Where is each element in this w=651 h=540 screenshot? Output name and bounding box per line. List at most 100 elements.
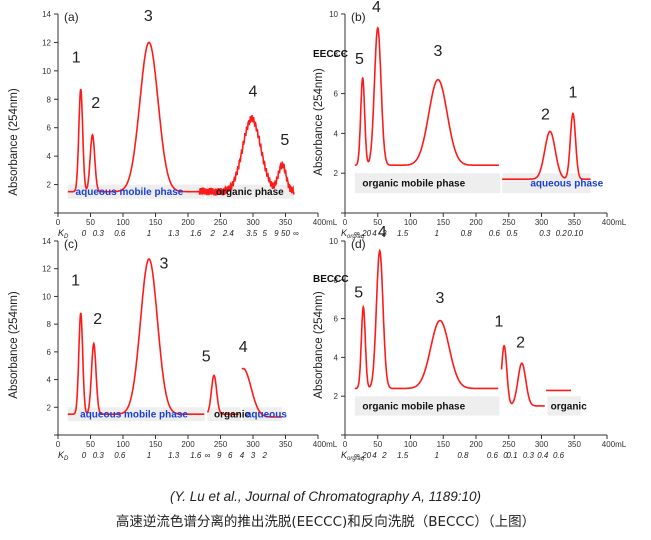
- k-tick-label: 1.5: [397, 451, 409, 460]
- phase-bar: [354, 173, 501, 194]
- x-tick-label: 400mL: [602, 440, 627, 449]
- x-tick-label: 400mL: [602, 218, 627, 227]
- trace-segment: [206, 374, 239, 415]
- k-tick-label: 4: [240, 451, 245, 460]
- x-tick-label: 400mL: [313, 440, 338, 449]
- peak-label: 5: [280, 132, 289, 149]
- k-tick-label: 0.6: [553, 451, 565, 460]
- k-tick-label: 20: [361, 229, 371, 238]
- phase-label: organic: [214, 410, 251, 421]
- peak-point: [213, 374, 215, 377]
- k-tick-label: 0: [82, 451, 87, 460]
- x-tick-label: 150: [437, 218, 451, 227]
- k-tick-label: 0.3: [93, 451, 105, 460]
- x-tick-label: 0: [343, 440, 348, 449]
- peak-point: [503, 345, 505, 347]
- k-tick-label: 0.3: [539, 229, 551, 238]
- peak-label: 2: [516, 335, 525, 352]
- y-tick-label: 14: [42, 10, 51, 19]
- peak-label: 2: [93, 311, 102, 328]
- k-tick-label: ∞: [293, 229, 299, 238]
- x-tick-label: 300: [246, 440, 260, 449]
- peak-label: 4: [372, 0, 381, 16]
- peak-label: 1: [72, 49, 81, 66]
- y-tick-label: 8: [47, 95, 52, 104]
- trace-segment: [500, 344, 545, 407]
- trace-segment: [354, 26, 499, 166]
- trace-segment: [354, 248, 499, 390]
- x-tick-label: 300: [535, 440, 549, 449]
- k-tick-label: 3: [251, 451, 256, 460]
- k-tick-label: 2: [209, 229, 215, 238]
- x-tick-label: 250: [502, 218, 516, 227]
- y-tick-label: 2: [47, 403, 52, 412]
- y-tick-label: 4: [47, 376, 52, 385]
- y-tick-label: 8: [334, 50, 339, 59]
- x-tick-label: 100: [116, 218, 130, 227]
- peak-label: 3: [144, 8, 153, 25]
- x-tick-label: 0: [56, 218, 61, 227]
- y-tick-label: 10: [42, 292, 51, 301]
- k-tick-label: 5: [262, 229, 267, 238]
- citation-caption: (Y. Lu et al., Journal of Chromatography…: [170, 489, 481, 504]
- trace-segment: [67, 258, 205, 415]
- k-tick-label: 4: [372, 229, 377, 238]
- k-tick-label: 0.5: [506, 229, 518, 238]
- phase-label: aqueous mobile phase: [76, 187, 184, 198]
- y-tick-label: 2: [47, 181, 52, 190]
- y-tick-label: 10: [329, 10, 338, 19]
- k-tick-label: 0.3: [93, 229, 105, 238]
- x-tick-label: 250: [214, 440, 228, 449]
- peak-point: [549, 130, 551, 133]
- k-tick-label: ∞: [354, 229, 360, 238]
- x-tick-label: 350: [279, 440, 293, 449]
- peak-label: 3: [434, 43, 443, 60]
- x-tick-label: 200: [181, 440, 195, 449]
- peak-label: 5: [354, 284, 363, 301]
- y-tick-label: 6: [334, 315, 339, 324]
- x-tick-label: 350: [279, 218, 293, 227]
- phase-bar: [354, 396, 500, 416]
- panel-label: (d): [351, 237, 366, 251]
- y-tick-label: 12: [42, 265, 51, 274]
- k-tick-label: 1.5: [397, 229, 409, 238]
- x-tick-label: 250: [214, 218, 228, 227]
- k-tick-label: 1: [434, 229, 438, 238]
- mode-label: BECCC: [313, 274, 349, 285]
- k-tick-label: 9: [217, 451, 222, 460]
- k-axis-label: KD: [58, 228, 69, 240]
- y-tick-label: 6: [47, 348, 52, 357]
- x-tick-label: 300: [535, 218, 549, 227]
- peak-point: [362, 306, 364, 308]
- peak-label: 3: [159, 256, 168, 273]
- phase-label: aqueous phase: [530, 179, 603, 190]
- k-tick-label: 0.3: [523, 451, 535, 460]
- figure-title-caption: 高速逆流色谱分离的推出洗脱(EECCC)和反向洗脱（BECCC）（上图）: [115, 514, 536, 530]
- peak-point: [91, 134, 94, 136]
- k-tick-label: 0.1: [567, 229, 578, 238]
- x-tick-label: 0: [343, 218, 348, 227]
- k-tick-label: 0.8: [457, 451, 469, 460]
- trace-segment: [67, 41, 206, 196]
- trace-segment: [502, 112, 591, 180]
- x-tick-label: 50: [373, 440, 382, 449]
- k-axis-label: Korg/aq: [341, 450, 365, 462]
- peak-point: [148, 258, 150, 260]
- x-tick-label: 0: [56, 440, 61, 449]
- peak-point: [379, 250, 381, 252]
- phase-label: organic: [551, 401, 588, 412]
- peak-label: 2: [91, 95, 100, 112]
- peak-label: 3: [436, 290, 445, 307]
- y-tick-label: 4: [334, 129, 339, 138]
- y-axis-label: Absorbance (254nm): [8, 88, 20, 196]
- k-tick-label: 0: [82, 229, 87, 238]
- x-tick-label: 50: [373, 218, 382, 227]
- y-tick-label: 6: [47, 124, 52, 133]
- y-tick-label: 14: [42, 237, 51, 246]
- phase-label: aqueous: [246, 410, 288, 421]
- x-tick-label: 150: [437, 440, 451, 449]
- peak-point: [362, 77, 364, 79]
- x-tick-label: 100: [404, 440, 418, 449]
- k-tick-label: 20: [361, 451, 371, 460]
